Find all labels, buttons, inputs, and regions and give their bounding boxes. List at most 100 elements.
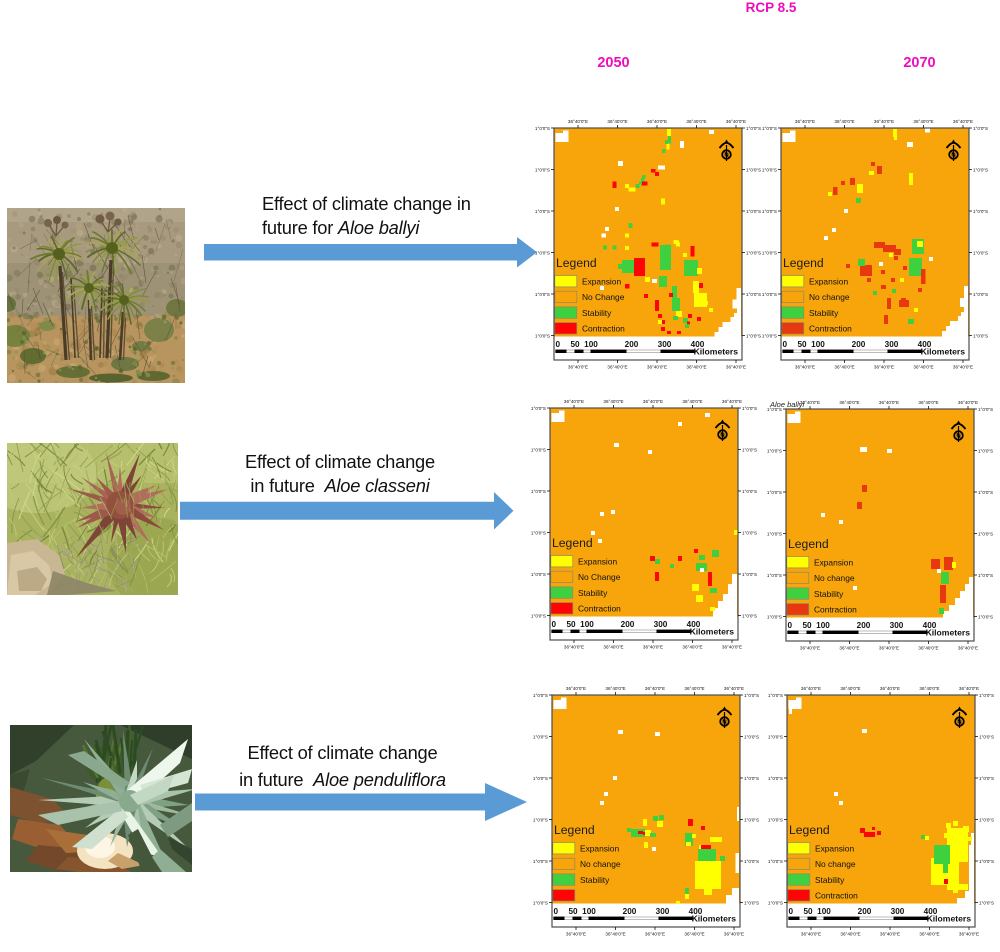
svg-text:1°0'0"S: 1°0'0"S bbox=[744, 776, 759, 781]
svg-text:36°40'0"E: 36°40'0"E bbox=[603, 399, 623, 404]
svg-text:36°40'0"E: 36°40'0"E bbox=[953, 119, 973, 124]
svg-text:Legend: Legend bbox=[788, 537, 829, 551]
svg-text:No change: No change bbox=[814, 573, 855, 583]
svg-text:1°0'0"S: 1°0'0"S bbox=[533, 693, 548, 698]
svg-text:0: 0 bbox=[554, 907, 559, 916]
svg-text:1°0'0"S: 1°0'0"S bbox=[534, 250, 549, 255]
svg-text:36°40'0"E: 36°40'0"E bbox=[724, 686, 744, 691]
svg-text:36°40'0"E: 36°40'0"E bbox=[684, 932, 704, 937]
svg-text:200: 200 bbox=[858, 907, 872, 916]
svg-text:300: 300 bbox=[885, 340, 899, 349]
svg-text:1°0'0"S: 1°0'0"S bbox=[746, 333, 761, 338]
svg-text:0: 0 bbox=[789, 907, 794, 916]
svg-text:100: 100 bbox=[584, 340, 598, 349]
svg-text:300: 300 bbox=[656, 907, 670, 916]
svg-text:Expansion: Expansion bbox=[814, 557, 853, 567]
svg-text:100: 100 bbox=[811, 340, 825, 349]
svg-text:1°0'0"S: 1°0'0"S bbox=[978, 406, 993, 411]
svg-text:Kilometers: Kilometers bbox=[927, 914, 972, 924]
svg-text:36°40'0"E: 36°40'0"E bbox=[953, 365, 973, 370]
svg-text:1°0'0"S: 1°0'0"S bbox=[978, 572, 993, 577]
svg-text:1°0'0"S: 1°0'0"S bbox=[973, 292, 988, 297]
svg-text:Expansion: Expansion bbox=[578, 557, 617, 567]
svg-text:1°0'0"S: 1°0'0"S bbox=[746, 208, 761, 213]
svg-text:36°40'0"E: 36°40'0"E bbox=[957, 645, 977, 650]
svg-text:1°0'0"S: 1°0'0"S bbox=[742, 613, 757, 618]
svg-text:36°40'0"E: 36°40'0"E bbox=[686, 119, 706, 124]
svg-text:Stability: Stability bbox=[814, 588, 844, 598]
svg-text:0: 0 bbox=[787, 621, 792, 630]
svg-text:1°0'0"S: 1°0'0"S bbox=[533, 817, 548, 822]
svg-text:1°0'0"S: 1°0'0"S bbox=[744, 693, 759, 698]
svg-text:50: 50 bbox=[802, 621, 812, 630]
svg-text:36°40'0"E: 36°40'0"E bbox=[835, 365, 855, 370]
svg-text:1°0'0"S: 1°0'0"S bbox=[534, 333, 549, 338]
svg-text:No change: No change bbox=[809, 292, 850, 302]
svg-text:1°0'0"S: 1°0'0"S bbox=[533, 776, 548, 781]
svg-text:Contraction: Contraction bbox=[814, 604, 857, 614]
svg-text:50: 50 bbox=[803, 907, 813, 916]
svg-text:Contraction: Contraction bbox=[578, 604, 621, 614]
svg-text:Legend: Legend bbox=[783, 256, 824, 270]
svg-text:1°0'0"S: 1°0'0"S bbox=[973, 167, 988, 172]
svg-text:1°0'0"S: 1°0'0"S bbox=[978, 489, 993, 494]
svg-text:36°40'0"E: 36°40'0"E bbox=[684, 686, 704, 691]
svg-text:1°0'0"S: 1°0'0"S bbox=[768, 776, 783, 781]
svg-text:36°40'0"E: 36°40'0"E bbox=[725, 119, 745, 124]
svg-text:Legend: Legend bbox=[556, 256, 597, 270]
svg-text:1°0'0"S: 1°0'0"S bbox=[973, 333, 988, 338]
svg-text:400: 400 bbox=[687, 620, 701, 629]
svg-text:1°0'0"S: 1°0'0"S bbox=[531, 572, 546, 577]
svg-text:36°40'0"E: 36°40'0"E bbox=[646, 119, 666, 124]
svg-text:1°0'0"S: 1°0'0"S bbox=[978, 614, 993, 619]
svg-text:1°0'0"S: 1°0'0"S bbox=[979, 817, 994, 822]
svg-text:No change: No change bbox=[815, 859, 856, 869]
svg-text:1°0'0"S: 1°0'0"S bbox=[533, 859, 548, 864]
svg-text:36°40'0"E: 36°40'0"E bbox=[722, 645, 742, 650]
svg-text:36°40'0"E: 36°40'0"E bbox=[686, 364, 706, 369]
svg-text:Stability: Stability bbox=[582, 307, 612, 317]
svg-text:100: 100 bbox=[817, 907, 831, 916]
svg-text:36°40'0"E: 36°40'0"E bbox=[567, 364, 587, 369]
svg-text:1°0'0"S: 1°0'0"S bbox=[762, 250, 777, 255]
svg-text:Stability: Stability bbox=[578, 588, 608, 598]
svg-text:36°40'0"E: 36°40'0"E bbox=[567, 119, 587, 124]
svg-text:200: 200 bbox=[621, 620, 635, 629]
svg-text:36°40'0"E: 36°40'0"E bbox=[643, 399, 663, 404]
svg-text:1°0'0"S: 1°0'0"S bbox=[742, 406, 757, 411]
svg-text:0: 0 bbox=[555, 340, 560, 349]
svg-text:50: 50 bbox=[568, 907, 578, 916]
svg-text:1°0'0"S: 1°0'0"S bbox=[531, 613, 546, 618]
svg-text:100: 100 bbox=[580, 620, 594, 629]
svg-text:1°0'0"S: 1°0'0"S bbox=[979, 776, 994, 781]
svg-text:1°0'0"S: 1°0'0"S bbox=[768, 693, 783, 698]
svg-text:Kilometers: Kilometers bbox=[925, 627, 970, 637]
svg-text:36°40'0"E: 36°40'0"E bbox=[682, 645, 702, 650]
svg-text:1°0'0"S: 1°0'0"S bbox=[762, 209, 777, 214]
svg-text:36°40'0"E: 36°40'0"E bbox=[724, 932, 744, 937]
svg-text:200: 200 bbox=[852, 340, 866, 349]
svg-text:1°0'0"S: 1°0'0"S bbox=[973, 126, 988, 131]
svg-text:36°40'0"E: 36°40'0"E bbox=[957, 400, 977, 405]
svg-text:1°0'0"S: 1°0'0"S bbox=[762, 292, 777, 297]
svg-text:1°0'0"S: 1°0'0"S bbox=[766, 572, 781, 577]
svg-text:50: 50 bbox=[798, 340, 808, 349]
svg-text:Legend: Legend bbox=[554, 823, 595, 837]
svg-text:1°0'0"S: 1°0'0"S bbox=[766, 614, 781, 619]
svg-text:1°0'0"S: 1°0'0"S bbox=[762, 333, 777, 338]
svg-text:400: 400 bbox=[918, 340, 932, 349]
svg-text:36°40'0"E: 36°40'0"E bbox=[919, 686, 939, 691]
svg-text:Legend: Legend bbox=[789, 823, 830, 837]
svg-text:1°0'0"S: 1°0'0"S bbox=[533, 734, 548, 739]
svg-text:100: 100 bbox=[816, 621, 830, 630]
svg-text:36°40'0"E: 36°40'0"E bbox=[919, 932, 939, 937]
svg-text:36°40'0"E: 36°40'0"E bbox=[839, 400, 859, 405]
svg-text:No Change: No Change bbox=[578, 572, 621, 582]
svg-text:1°0'0"S: 1°0'0"S bbox=[744, 900, 759, 905]
svg-text:Stability: Stability bbox=[815, 875, 845, 885]
svg-text:36°40'0"E: 36°40'0"E bbox=[645, 932, 665, 937]
svg-text:36°40'0"E: 36°40'0"E bbox=[874, 365, 894, 370]
svg-text:1°0'0"S: 1°0'0"S bbox=[534, 208, 549, 213]
svg-text:1°0'0"S: 1°0'0"S bbox=[534, 291, 549, 296]
svg-text:100: 100 bbox=[582, 907, 596, 916]
